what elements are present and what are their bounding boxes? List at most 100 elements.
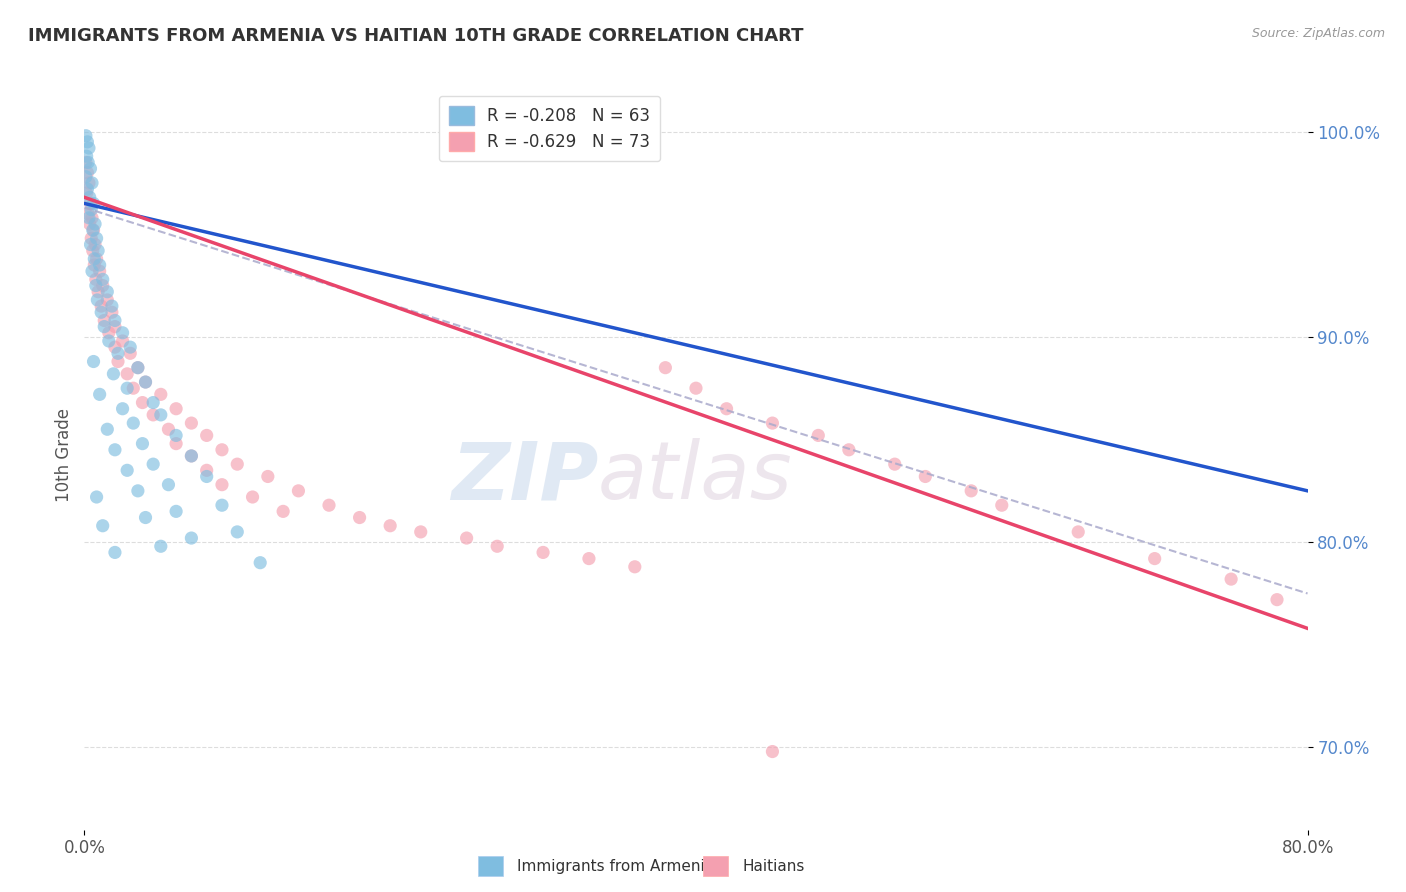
Point bbox=[142, 408, 165, 422]
Point bbox=[77, 207, 100, 221]
Point bbox=[86, 252, 108, 266]
Point bbox=[91, 518, 114, 533]
Point bbox=[120, 346, 142, 360]
Y-axis label: 10th Grade: 10th Grade bbox=[55, 408, 73, 502]
Point bbox=[93, 319, 115, 334]
Point bbox=[149, 387, 172, 401]
Point bbox=[685, 381, 707, 395]
Point bbox=[257, 469, 280, 483]
Point bbox=[90, 299, 112, 313]
Point bbox=[79, 237, 101, 252]
Point bbox=[76, 166, 98, 180]
Point bbox=[96, 422, 118, 436]
Point bbox=[79, 190, 101, 204]
Point bbox=[135, 510, 157, 524]
Point bbox=[77, 176, 100, 190]
Point bbox=[91, 278, 114, 293]
Point bbox=[96, 293, 118, 307]
Point bbox=[84, 237, 107, 252]
Point bbox=[1220, 572, 1243, 586]
Point bbox=[165, 436, 187, 450]
Point bbox=[409, 524, 432, 539]
Point bbox=[991, 498, 1014, 512]
Point bbox=[76, 149, 98, 163]
Point bbox=[180, 531, 202, 545]
Point bbox=[1067, 524, 1090, 539]
Point bbox=[80, 264, 103, 278]
Point bbox=[79, 161, 101, 176]
Point bbox=[142, 457, 165, 471]
Text: ZIP: ZIP bbox=[451, 438, 598, 516]
Point bbox=[93, 313, 115, 327]
Point bbox=[115, 381, 138, 395]
Point bbox=[86, 293, 108, 307]
Point bbox=[914, 469, 936, 483]
Point bbox=[83, 258, 105, 272]
Point bbox=[101, 299, 124, 313]
Point bbox=[111, 326, 134, 340]
Point bbox=[127, 360, 149, 375]
Point bbox=[101, 305, 124, 319]
Point bbox=[142, 395, 165, 409]
Point bbox=[226, 524, 249, 539]
Point bbox=[761, 745, 783, 759]
Point bbox=[249, 556, 271, 570]
Point bbox=[165, 504, 187, 518]
Point bbox=[180, 449, 202, 463]
Text: Immigrants from Armenia: Immigrants from Armenia bbox=[517, 859, 714, 873]
Point bbox=[104, 545, 127, 559]
Point bbox=[76, 182, 98, 196]
Point bbox=[104, 340, 127, 354]
Point bbox=[87, 285, 110, 299]
Point bbox=[76, 135, 98, 149]
Point bbox=[79, 217, 101, 231]
Point bbox=[86, 490, 108, 504]
Point bbox=[107, 354, 129, 368]
Point bbox=[83, 354, 105, 368]
Point bbox=[84, 278, 107, 293]
Point bbox=[83, 223, 105, 237]
Point bbox=[97, 334, 120, 348]
Point bbox=[104, 319, 127, 334]
Point bbox=[135, 375, 157, 389]
Point bbox=[180, 449, 202, 463]
Point bbox=[111, 334, 134, 348]
Point bbox=[80, 211, 103, 225]
Point bbox=[115, 463, 138, 477]
Point bbox=[86, 231, 108, 245]
Point bbox=[83, 252, 105, 266]
Point bbox=[127, 483, 149, 498]
Point bbox=[838, 442, 860, 457]
Point bbox=[82, 223, 104, 237]
Point bbox=[211, 442, 233, 457]
Point bbox=[1265, 592, 1288, 607]
Point bbox=[195, 428, 218, 442]
Point bbox=[75, 169, 97, 184]
Point bbox=[226, 457, 249, 471]
Point bbox=[578, 551, 600, 566]
Point bbox=[131, 395, 153, 409]
Point bbox=[89, 264, 111, 278]
Point bbox=[122, 381, 145, 395]
Point bbox=[77, 211, 100, 225]
Point bbox=[75, 155, 97, 169]
Point bbox=[77, 155, 100, 169]
Point bbox=[131, 436, 153, 450]
Point bbox=[96, 285, 118, 299]
Point bbox=[89, 258, 111, 272]
Point bbox=[1143, 551, 1166, 566]
Text: Source: ZipAtlas.com: Source: ZipAtlas.com bbox=[1251, 27, 1385, 40]
Point bbox=[165, 401, 187, 416]
Point bbox=[211, 498, 233, 512]
Legend: R = -0.208   N = 63, R = -0.629   N = 73: R = -0.208 N = 63, R = -0.629 N = 73 bbox=[439, 96, 659, 161]
Point bbox=[271, 504, 294, 518]
Point bbox=[115, 367, 138, 381]
Point bbox=[211, 477, 233, 491]
Point bbox=[157, 477, 180, 491]
Point bbox=[883, 457, 905, 471]
Point bbox=[84, 217, 107, 231]
Point bbox=[80, 202, 103, 217]
Point bbox=[531, 545, 554, 559]
Point bbox=[80, 231, 103, 245]
Point bbox=[761, 416, 783, 430]
